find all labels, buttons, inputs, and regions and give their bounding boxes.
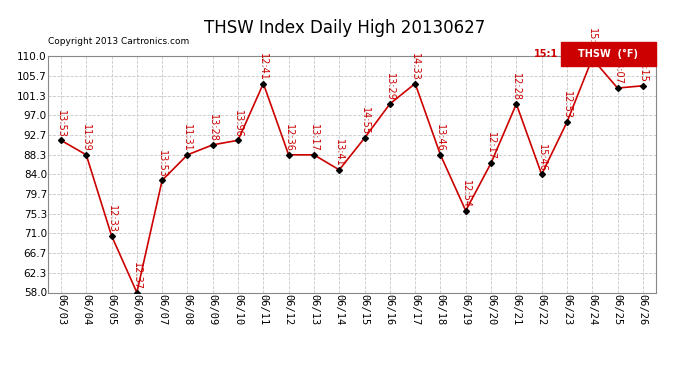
- Text: 13:07: 13:07: [613, 57, 622, 85]
- Text: 14:33: 14:33: [410, 53, 420, 81]
- Text: Copyright 2013 Cartronics.com: Copyright 2013 Cartronics.com: [48, 38, 190, 46]
- Text: 13:53: 13:53: [157, 150, 167, 177]
- Text: 12:28: 12:28: [511, 73, 522, 101]
- Text: 12:53: 12:53: [562, 92, 572, 119]
- Text: THSW  (°F): THSW (°F): [578, 49, 638, 59]
- Text: 13:96: 13:96: [233, 110, 243, 138]
- Text: 15:11: 15:11: [587, 28, 598, 56]
- Text: 12:37: 12:37: [132, 262, 142, 290]
- Text: 12:41: 12:41: [258, 53, 268, 81]
- Text: 13:28: 13:28: [208, 114, 218, 142]
- Text: 14:55: 14:55: [359, 107, 370, 135]
- Text: 13:41: 13:41: [334, 139, 344, 167]
- Text: 13:17: 13:17: [309, 124, 319, 152]
- Text: 11:39: 11:39: [81, 124, 91, 152]
- FancyBboxPatch shape: [562, 42, 656, 66]
- Text: 12:17: 12:17: [486, 132, 496, 160]
- Text: 12:33: 12:33: [106, 205, 117, 233]
- Text: 11:31: 11:31: [182, 124, 193, 152]
- Text: 13:46: 13:46: [435, 124, 446, 152]
- Text: THSW Index Daily High 20130627: THSW Index Daily High 20130627: [204, 19, 486, 37]
- Text: 13:29: 13:29: [385, 73, 395, 101]
- Text: 14:15: 14:15: [638, 55, 648, 83]
- Text: 15:1: 15:1: [534, 49, 558, 59]
- Text: 12:36: 12:36: [284, 124, 294, 152]
- Text: 13:53: 13:53: [56, 110, 66, 138]
- Text: 12:54: 12:54: [461, 180, 471, 208]
- Text: 15:46: 15:46: [537, 144, 546, 172]
